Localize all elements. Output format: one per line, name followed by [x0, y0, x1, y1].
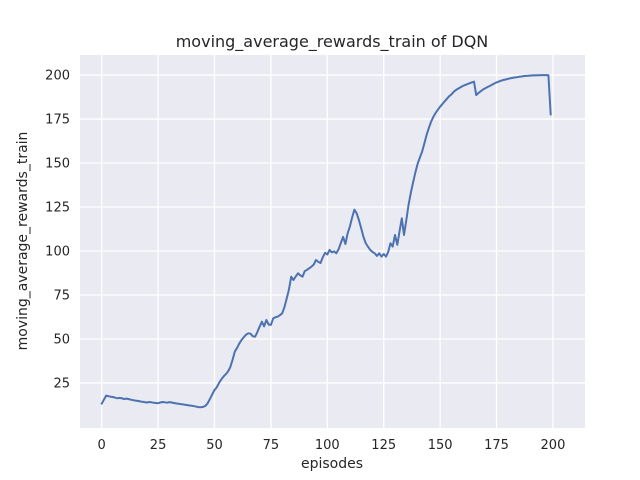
x-axis-label: episodes: [301, 456, 363, 472]
x-tick-labels: 0 25 50 75 100 125 150 175 200: [98, 438, 566, 453]
line-series: [100, 74, 552, 409]
x-tick-label: 25: [150, 438, 167, 453]
y-tick-label: 200: [45, 69, 70, 84]
y-tick-label: 150: [45, 157, 70, 172]
gridlines: [80, 55, 585, 428]
y-tick-label: 100: [45, 245, 70, 260]
x-tick-label: 50: [206, 438, 223, 453]
x-tick-label: 100: [315, 438, 340, 453]
x-tick-label: 150: [428, 438, 453, 453]
y-tick-label: 125: [45, 201, 70, 216]
y-tick-label: 175: [45, 113, 70, 128]
y-tick-label: 50: [53, 332, 70, 347]
plot-area: [80, 55, 585, 428]
y-tick-label: 25: [53, 376, 70, 391]
y-tick-labels: 25 50 75 100 125 150 175 200: [45, 69, 70, 392]
x-tick-label: 0: [98, 438, 106, 453]
x-tick-label: 175: [484, 438, 509, 453]
x-tick-label: 75: [263, 438, 280, 453]
y-axis-label: moving_average_rewards_train: [15, 132, 31, 351]
x-tick-label: 200: [541, 438, 566, 453]
x-tick-label: 125: [371, 438, 396, 453]
chart-title: moving_average_rewards_train of DQN: [176, 32, 489, 52]
y-tick-label: 75: [53, 288, 70, 303]
